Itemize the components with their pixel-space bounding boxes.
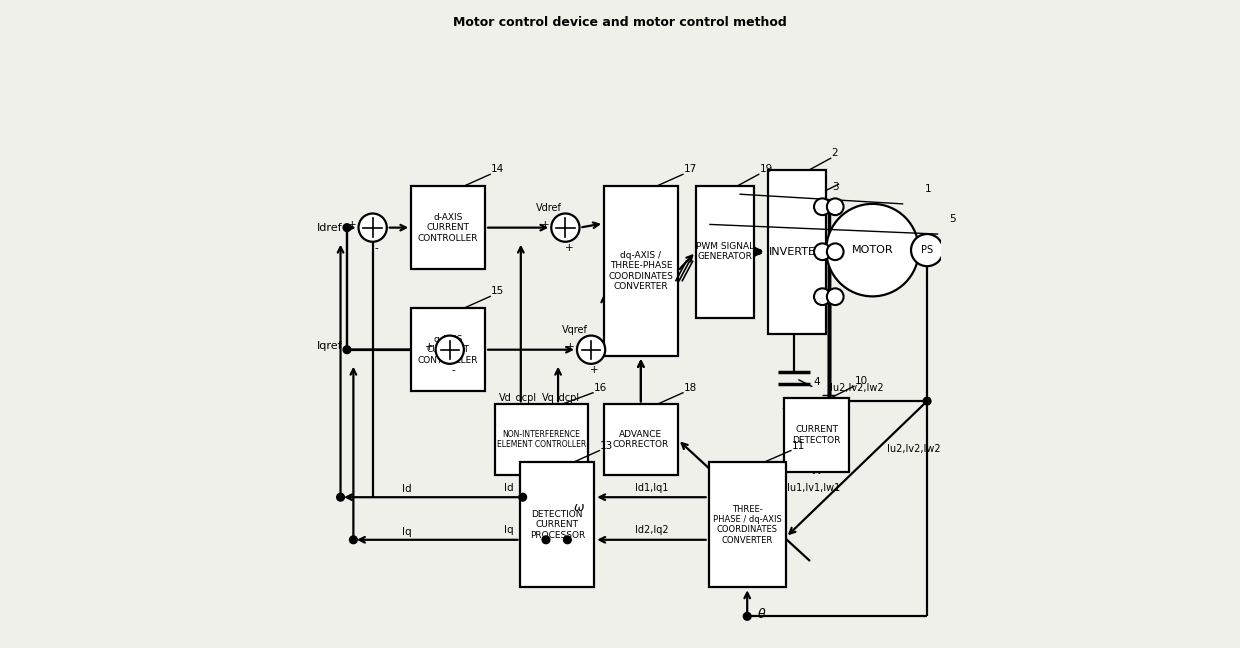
Circle shape bbox=[542, 536, 549, 544]
Text: 11: 11 bbox=[791, 441, 805, 450]
Text: 4: 4 bbox=[813, 377, 820, 387]
Circle shape bbox=[827, 198, 843, 215]
Text: Idref: Idref bbox=[316, 223, 342, 233]
Circle shape bbox=[813, 198, 831, 215]
Text: MOTOR: MOTOR bbox=[852, 245, 893, 255]
Text: DETECTION
CURRENT
PROCESSOR: DETECTION CURRENT PROCESSOR bbox=[529, 510, 585, 540]
Bar bbox=[521, 462, 594, 587]
Text: CURRENT
DETECTOR: CURRENT DETECTOR bbox=[792, 425, 841, 445]
Text: INVERTER: INVERTER bbox=[769, 247, 825, 257]
Circle shape bbox=[826, 204, 919, 296]
Bar bbox=[412, 308, 485, 391]
Text: Vq_dcpl: Vq_dcpl bbox=[542, 393, 580, 403]
Text: 17: 17 bbox=[683, 165, 697, 174]
Text: THREE-
PHASE / dq-AXIS
COORDINATES
CONVERTER: THREE- PHASE / dq-AXIS COORDINATES CONVE… bbox=[713, 505, 781, 545]
Circle shape bbox=[924, 397, 931, 405]
Text: +: + bbox=[541, 220, 549, 230]
Text: d-AXIS
CURRENT
CONTROLLER: d-AXIS CURRENT CONTROLLER bbox=[418, 213, 479, 242]
Text: PS: PS bbox=[921, 245, 934, 255]
Text: q-AXIS
CURRENT
CONTROLLER: q-AXIS CURRENT CONTROLLER bbox=[418, 335, 479, 365]
Text: Iu2,Iv2,Iw2: Iu2,Iv2,Iw2 bbox=[830, 383, 883, 393]
Text: Iq: Iq bbox=[402, 527, 412, 537]
Text: Vqref: Vqref bbox=[562, 325, 588, 336]
Text: 10: 10 bbox=[854, 376, 868, 386]
Circle shape bbox=[577, 336, 605, 364]
Bar bbox=[604, 404, 678, 475]
Bar bbox=[495, 404, 588, 475]
Text: -: - bbox=[451, 365, 455, 375]
Circle shape bbox=[743, 612, 751, 620]
Text: Iu1,Iv1,Iw1: Iu1,Iv1,Iw1 bbox=[786, 483, 839, 493]
Text: ADVANCE
CORRECTOR: ADVANCE CORRECTOR bbox=[613, 430, 670, 449]
Text: +: + bbox=[348, 220, 356, 230]
Circle shape bbox=[563, 536, 572, 544]
Text: +: + bbox=[425, 342, 434, 352]
Text: $\omega$: $\omega$ bbox=[573, 501, 584, 514]
Circle shape bbox=[358, 213, 387, 242]
Circle shape bbox=[350, 536, 357, 544]
Text: Vdref: Vdref bbox=[537, 203, 562, 213]
Circle shape bbox=[827, 288, 843, 305]
Circle shape bbox=[813, 288, 831, 305]
Bar bbox=[412, 186, 485, 270]
Text: +: + bbox=[590, 365, 599, 375]
Text: Motor control device and motor control method: Motor control device and motor control m… bbox=[453, 16, 787, 29]
Text: Iqref: Iqref bbox=[316, 341, 342, 351]
Text: 16: 16 bbox=[594, 383, 606, 393]
Text: Iu2,Iv2,Iw2: Iu2,Iv2,Iw2 bbox=[888, 445, 941, 454]
Bar bbox=[708, 462, 786, 587]
Circle shape bbox=[518, 493, 527, 501]
Bar bbox=[696, 186, 754, 318]
Circle shape bbox=[337, 493, 345, 501]
Text: Id1,Iq1: Id1,Iq1 bbox=[635, 483, 668, 492]
Text: Iq: Iq bbox=[505, 525, 515, 535]
Text: $\theta$: $\theta$ bbox=[756, 607, 766, 621]
Text: 14: 14 bbox=[491, 165, 505, 174]
Text: +: + bbox=[567, 342, 575, 352]
Circle shape bbox=[813, 244, 831, 260]
Text: +: + bbox=[564, 243, 573, 253]
Text: 5: 5 bbox=[949, 214, 956, 224]
Text: NON-INTERFERENCE
ELEMENT CONTROLLER: NON-INTERFERENCE ELEMENT CONTROLLER bbox=[497, 430, 587, 449]
Text: 3: 3 bbox=[832, 183, 838, 192]
Circle shape bbox=[911, 234, 944, 266]
Circle shape bbox=[343, 346, 351, 354]
Bar bbox=[604, 186, 678, 356]
Circle shape bbox=[435, 336, 464, 364]
Text: Id2,Iq2: Id2,Iq2 bbox=[635, 525, 668, 535]
Text: 1: 1 bbox=[925, 184, 931, 194]
Text: Id: Id bbox=[505, 483, 515, 492]
Circle shape bbox=[552, 213, 579, 242]
Text: Vd_dcpl: Vd_dcpl bbox=[498, 393, 537, 403]
Text: PWM SIGNAL
GENERATOR: PWM SIGNAL GENERATOR bbox=[696, 242, 754, 261]
Text: 2: 2 bbox=[831, 148, 838, 158]
Bar bbox=[785, 398, 848, 472]
Text: 15: 15 bbox=[491, 286, 505, 296]
Circle shape bbox=[343, 224, 351, 231]
Text: 18: 18 bbox=[683, 383, 697, 393]
Text: Id: Id bbox=[402, 485, 412, 494]
Text: dq-AXIS /
THREE-PHASE
COORDINATES
CONVERTER: dq-AXIS / THREE-PHASE COORDINATES CONVER… bbox=[609, 251, 673, 291]
Text: -: - bbox=[374, 243, 378, 253]
Circle shape bbox=[827, 244, 843, 260]
Text: 13: 13 bbox=[600, 441, 614, 450]
Bar bbox=[768, 170, 826, 334]
Text: 19: 19 bbox=[759, 165, 773, 174]
